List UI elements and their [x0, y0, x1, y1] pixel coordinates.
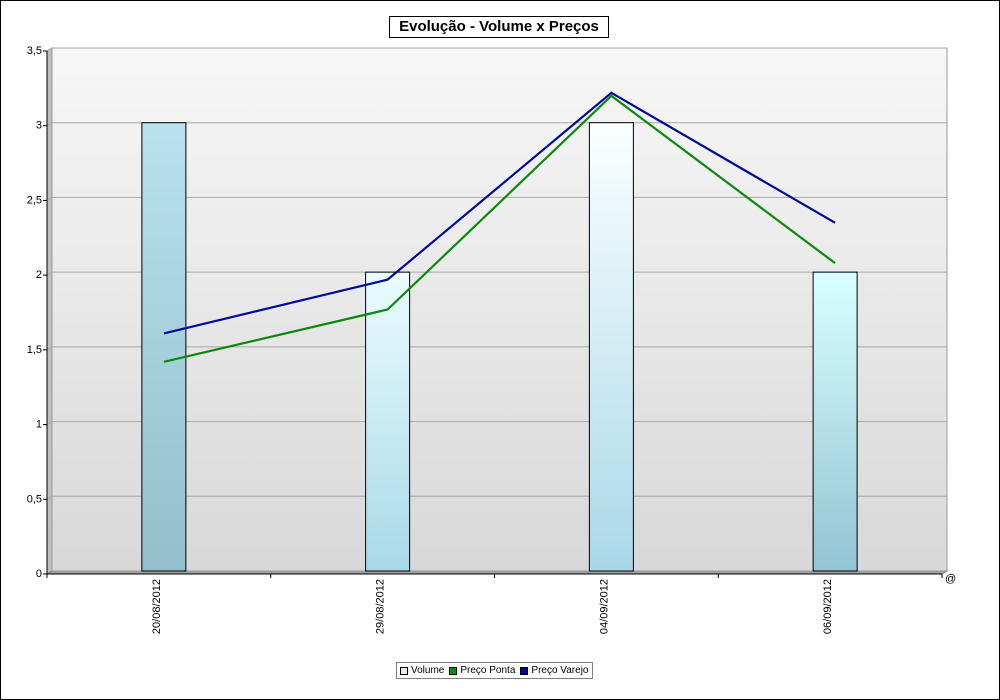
x-tick-label: 20/08/2012 — [151, 579, 163, 634]
y-tick-label: 1 — [36, 419, 42, 431]
y-tick-label: 0,5 — [27, 493, 42, 505]
bar-volume — [588, 122, 634, 572]
y-tick-label: 1,5 — [27, 344, 42, 356]
y-tick-label: 2,5 — [27, 194, 42, 206]
gridline-depth — [46, 346, 53, 351]
legend: Volume Preço Ponta Preço Varejo — [396, 662, 594, 679]
bar-volume — [141, 122, 187, 572]
y-tick-label: 3 — [36, 120, 42, 132]
legend-swatch — [520, 666, 529, 675]
axis-corner-symbol: @ — [945, 573, 956, 585]
gridline-depth — [46, 122, 53, 127]
plot-left-wall — [46, 47, 53, 575]
gridline-depth — [46, 421, 53, 426]
x-tick-label: 29/08/2012 — [375, 579, 387, 634]
legend-item: Preço Varejo — [520, 665, 588, 676]
bar-volume — [365, 271, 411, 572]
plot-area — [51, 47, 948, 572]
legend-item: Preço Ponta — [449, 665, 515, 676]
legend-label: Preço Varejo — [531, 665, 589, 676]
legend-item: Volume — [400, 665, 444, 676]
legend-label: Preço Ponta — [460, 665, 516, 676]
chart-title: Evolução - Volume x Preços — [389, 16, 609, 38]
line-pre-o-varejo — [163, 91, 836, 335]
gridline-depth — [46, 47, 53, 52]
gridline-depth — [46, 495, 53, 500]
gridline-depth — [46, 196, 53, 201]
line-pre-o-ponta — [163, 94, 836, 363]
legend-swatch — [400, 666, 408, 675]
x-tick-label: 06/09/2012 — [822, 579, 834, 634]
y-tick-label: 2 — [36, 269, 42, 281]
bar-volume — [812, 271, 858, 572]
legend-swatch — [449, 666, 458, 675]
gridline-depth — [46, 271, 53, 276]
x-tick-label: 04/09/2012 — [598, 579, 610, 634]
y-tick-label: 0 — [36, 568, 42, 580]
y-tick-label: 3,5 — [27, 45, 42, 57]
legend-label: Volume — [411, 665, 445, 676]
